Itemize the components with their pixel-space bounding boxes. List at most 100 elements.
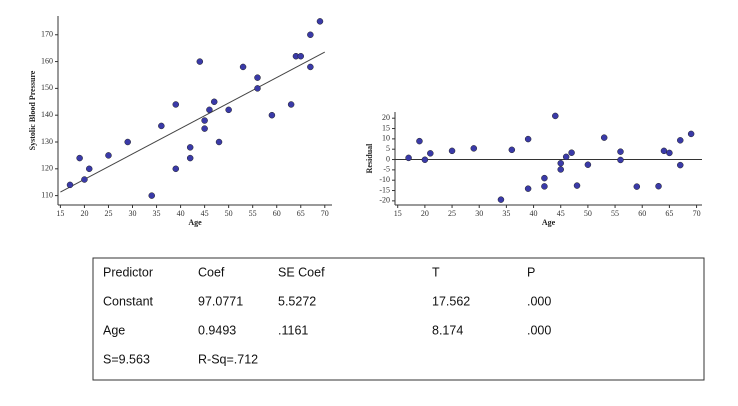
point [124,138,131,146]
point [206,106,213,114]
point [470,145,478,152]
x-tick-label: 55 [249,209,257,218]
point [76,154,83,162]
point [66,181,74,189]
point [215,138,223,146]
point [405,154,412,162]
table-cell: .000 [527,294,551,308]
point [552,112,559,120]
x-tick-label: 50 [225,209,233,218]
x-tick-label: 60 [273,209,281,218]
table-cell: Age [103,323,125,337]
point [666,149,673,157]
table-cell: .000 [527,323,551,337]
y-tick-label: 110 [41,190,53,199]
y-axis-title: Residual [365,143,374,174]
y-tick-label: 170 [41,30,53,39]
y-tick-label: -5 [383,165,390,174]
table-cell: S=9.563 [103,352,150,366]
x-tick-label: 25 [448,209,456,218]
point [660,147,668,155]
point [254,85,261,92]
table-cell: .1161 [278,323,308,337]
x-tick-label: 65 [297,209,305,218]
point [508,146,516,154]
x-tick-label: 70 [321,209,329,218]
y-tick-label: 10 [382,134,390,143]
point [541,183,548,190]
table-cell: R-Sq=.712 [198,352,258,366]
y-tick-label: -10 [379,175,390,184]
table-cell: Predictor [103,265,153,279]
point [287,101,295,108]
x-tick-label: 45 [557,209,565,218]
point [562,153,570,161]
table-cell: 17.562 [432,294,470,308]
x-tick-label: 30 [475,209,483,218]
y-tick-label: 160 [41,56,53,65]
point [448,147,456,155]
point [172,165,180,173]
x-tick-label: 65 [665,209,673,218]
point [416,137,423,145]
point [201,117,208,124]
point [225,106,232,114]
y-tick-label: -15 [379,185,390,194]
table-cell: 5.5272 [278,294,316,308]
point [210,98,218,106]
point [427,150,434,157]
point [633,183,641,190]
point [497,196,505,203]
point [297,52,305,60]
point [617,156,624,164]
x-tick-label: 15 [394,209,402,218]
x-axis-title: Age [188,218,202,227]
point [600,134,608,141]
point [201,125,208,132]
x-tick-label: 60 [638,209,646,218]
point [196,58,204,65]
table-cell: 0.9493 [198,323,236,337]
x-tick-label: 40 [530,209,538,218]
point [186,154,194,162]
point [677,161,684,169]
y-tick-label: -20 [379,196,390,205]
x-tick-label: 15 [56,209,64,218]
x-tick-label: 20 [80,209,88,218]
point [421,156,429,163]
x-tick-label: 25 [104,209,112,218]
y-tick-label: 120 [41,164,53,173]
point [557,166,564,173]
x-tick-label: 55 [611,209,619,218]
point [541,174,548,182]
point [81,176,88,183]
point [105,152,112,159]
x-tick-label: 30 [129,209,137,218]
point [524,135,532,143]
point [316,18,324,25]
fit-line [60,51,326,193]
point [307,63,314,71]
point [557,160,564,167]
point [584,161,592,168]
point [85,165,93,173]
y-tick-label: 20 [382,113,390,122]
point [268,111,276,119]
y-tick-label: 0 [386,154,390,163]
point [687,130,695,138]
x-tick-label: 20 [421,209,429,218]
table-cell: Coef [198,265,225,279]
table-cell: P [527,265,535,279]
x-tick-label: 35 [153,209,161,218]
point [307,31,314,39]
x-axis-title: Age [542,218,556,227]
point [573,182,581,189]
table-cell: Constant [103,294,154,308]
point [158,122,165,130]
table-cell: 8.174 [432,323,463,337]
y-tick-label: 150 [41,83,53,92]
x-tick-label: 40 [177,209,185,218]
x-tick-label: 70 [693,209,701,218]
